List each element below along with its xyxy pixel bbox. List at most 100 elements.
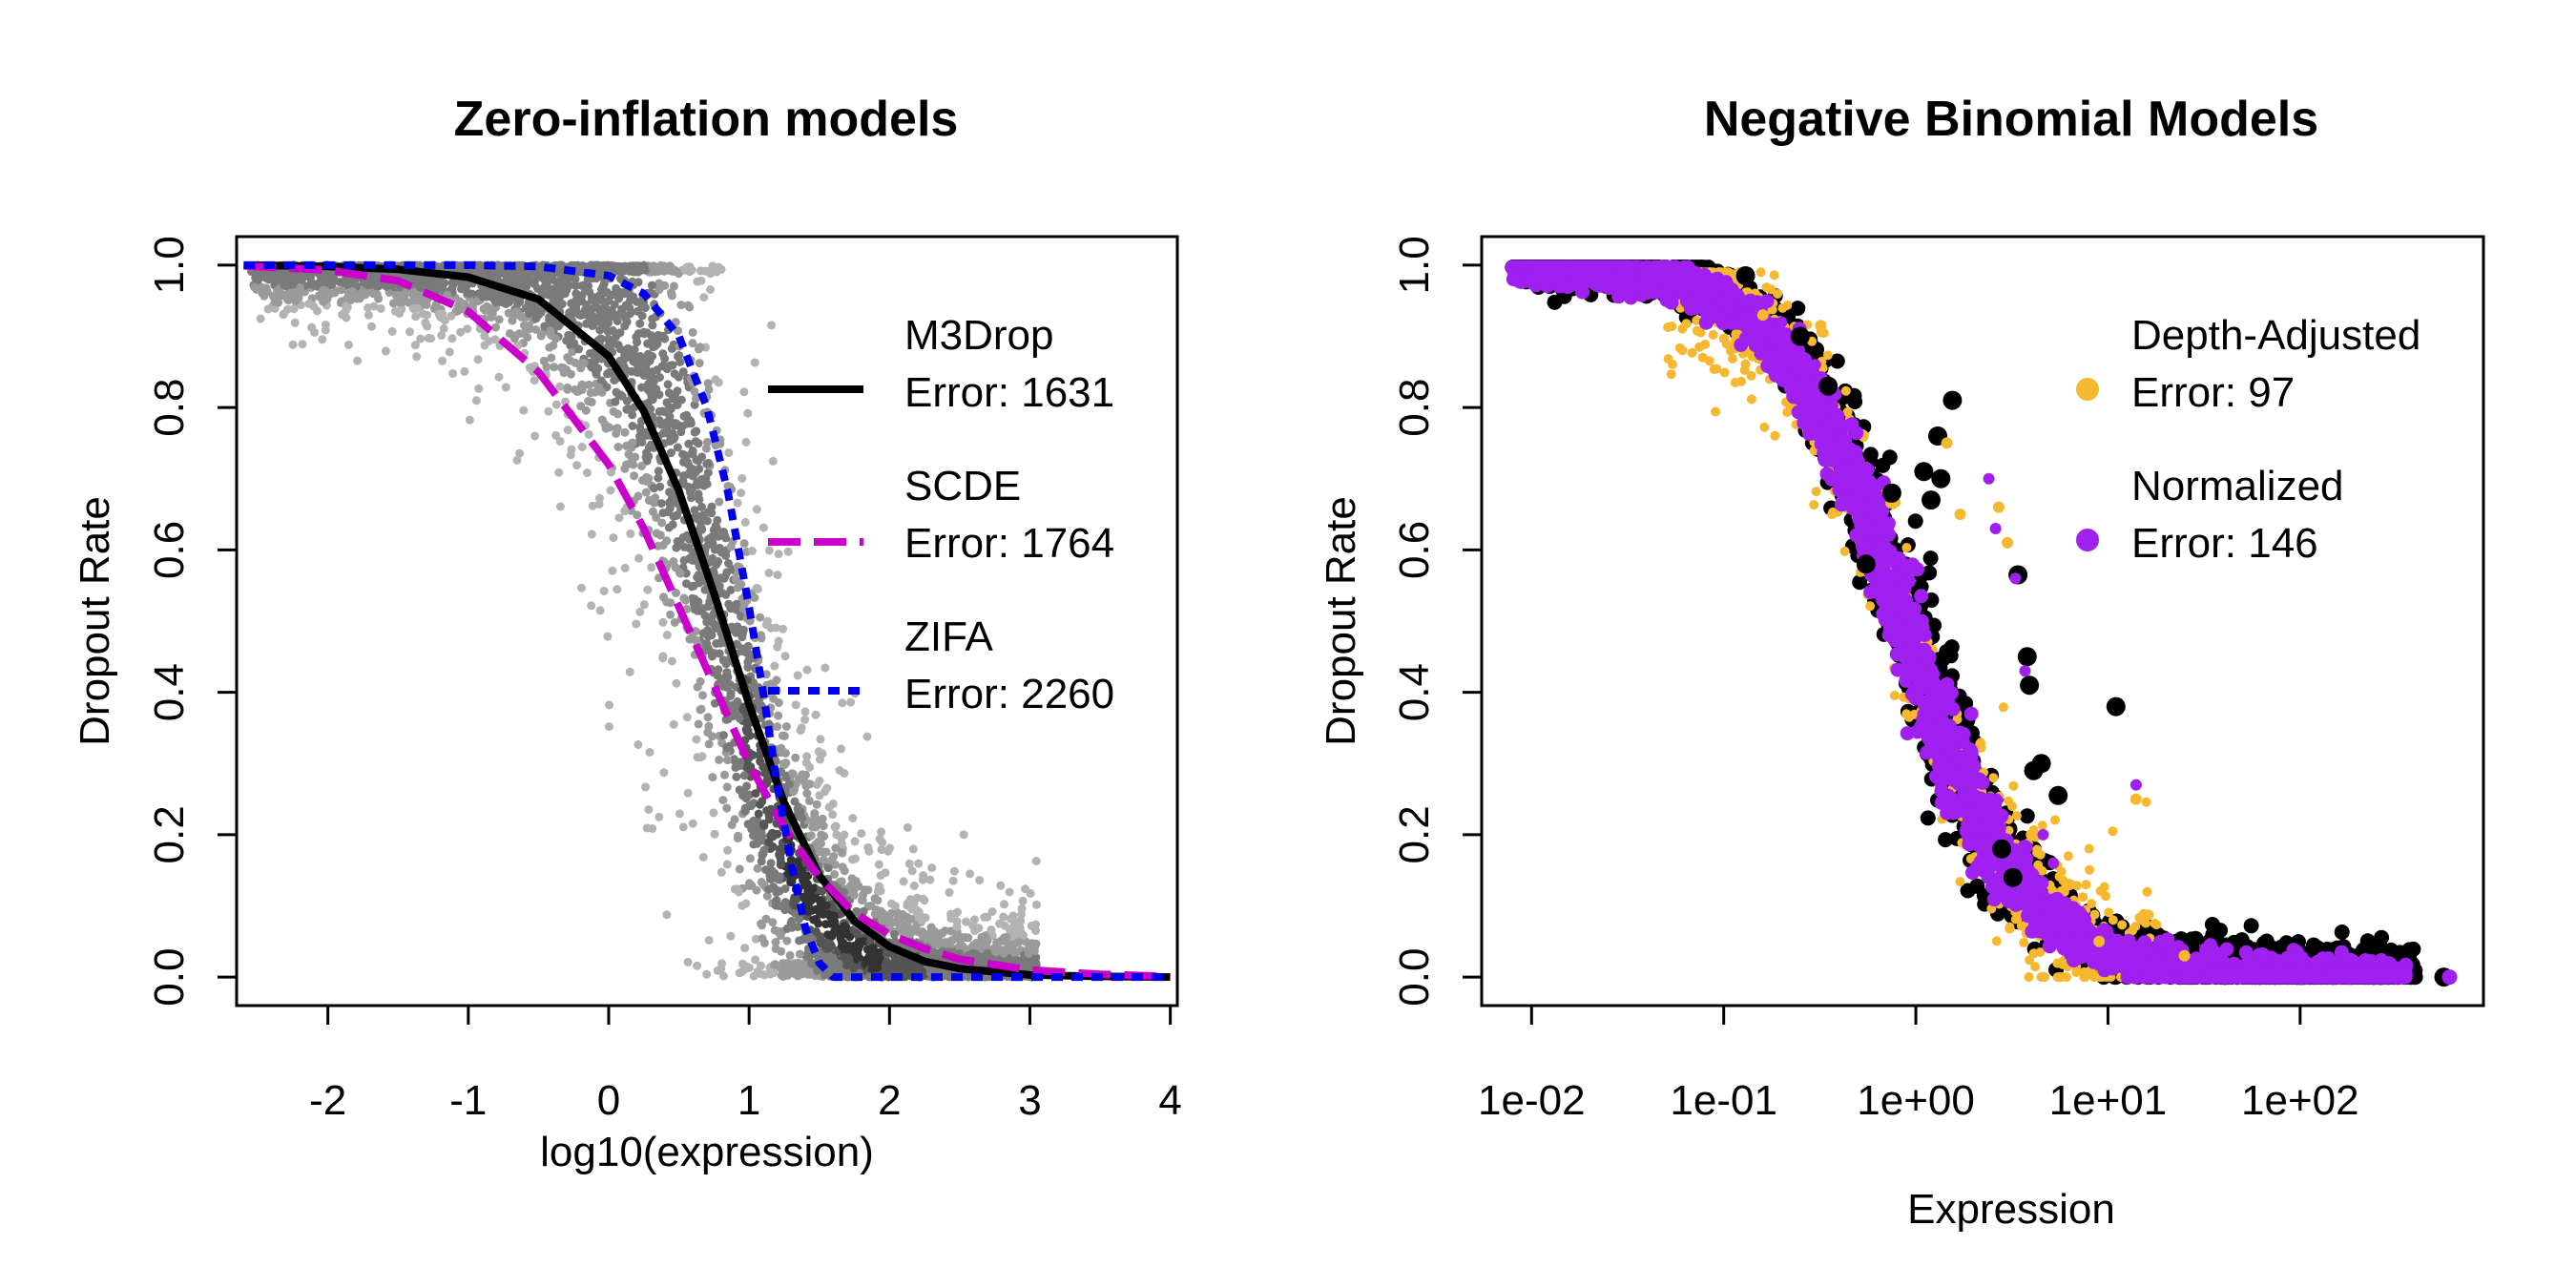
gene-point — [806, 831, 816, 841]
gene-point — [838, 926, 847, 936]
gene-point — [669, 719, 678, 729]
gene-point — [770, 960, 779, 969]
gene-point — [620, 427, 630, 437]
gene-point — [647, 563, 656, 572]
gene-point — [849, 890, 859, 900]
gene-point — [995, 919, 1005, 928]
gene-point — [547, 353, 556, 363]
gene-point — [474, 384, 484, 393]
gene-point — [696, 516, 706, 526]
gene-point — [719, 971, 728, 981]
gene-point — [756, 800, 765, 809]
gene-point — [583, 468, 592, 478]
gene-point — [603, 632, 613, 641]
gene-point — [545, 343, 554, 352]
gene-point — [875, 834, 884, 843]
gene-point — [849, 964, 859, 973]
gene-point — [699, 481, 709, 490]
gene-point — [758, 934, 767, 944]
gene-point — [641, 782, 650, 792]
gene-point — [771, 938, 780, 946]
gene-point — [702, 969, 712, 979]
gene-point — [702, 437, 712, 447]
gene-point — [587, 601, 596, 611]
gene-point — [815, 776, 824, 785]
gene-point — [577, 583, 586, 592]
gene-point — [655, 530, 665, 540]
gene-point — [706, 285, 715, 294]
gene-point — [745, 854, 755, 863]
gene-point — [340, 278, 349, 287]
gene-point — [848, 814, 858, 822]
gene-point — [770, 661, 779, 671]
gene-point — [724, 448, 734, 458]
gene-point — [694, 489, 703, 499]
gene-point — [1002, 932, 1011, 942]
gene-point — [737, 488, 746, 498]
gene-point — [679, 542, 689, 551]
gene-point — [873, 896, 883, 905]
gene-point — [544, 406, 553, 416]
gene-point — [633, 510, 642, 520]
gene-point — [686, 467, 696, 476]
gene-point — [637, 462, 646, 470]
gene-point — [672, 678, 681, 688]
gene-point — [656, 420, 666, 429]
gene-point — [412, 352, 422, 362]
gene-point — [743, 663, 753, 672]
gene-point — [796, 726, 805, 736]
gene-point — [634, 329, 643, 339]
gene-point — [857, 829, 866, 839]
gene-point — [627, 405, 636, 414]
gene-point — [381, 346, 390, 356]
gene-point — [662, 536, 672, 546]
gene-point — [914, 859, 924, 868]
gene-point — [676, 427, 686, 437]
gene-point — [812, 800, 821, 809]
gene-point — [584, 380, 593, 389]
gene-point — [530, 376, 539, 385]
gene-point — [634, 740, 643, 749]
gene-point — [758, 836, 766, 845]
gene-point — [795, 775, 804, 784]
gene-point — [771, 623, 780, 633]
gene-point — [662, 910, 672, 920]
gene-point — [734, 831, 743, 841]
gene-point — [595, 493, 604, 503]
gene-point — [364, 303, 373, 312]
gene-point — [658, 617, 668, 627]
gene-point — [639, 600, 649, 610]
gene-point — [643, 339, 653, 348]
gene-point — [663, 380, 673, 389]
gene-point — [634, 491, 643, 501]
gene-point — [665, 412, 675, 421]
gene-point — [979, 932, 987, 942]
gene-point — [695, 359, 704, 368]
gene-point — [974, 924, 984, 933]
gene-point — [546, 326, 555, 336]
gene-point — [709, 808, 718, 818]
gene-point — [838, 942, 847, 951]
gene-point — [447, 278, 457, 287]
gene-point — [595, 325, 605, 335]
gene-point — [802, 752, 812, 761]
gene-point — [618, 309, 627, 319]
gene-point — [445, 347, 454, 357]
gene-point — [330, 288, 340, 298]
gene-point — [367, 322, 376, 331]
gene-point — [811, 710, 821, 719]
gene-point — [774, 711, 783, 720]
gene-point — [613, 443, 623, 451]
gene-point — [481, 305, 490, 315]
gene-point — [731, 575, 740, 584]
gene-point — [641, 476, 651, 486]
gene-point — [696, 704, 706, 714]
gene-point — [771, 944, 780, 953]
gene-point — [683, 301, 693, 310]
gene-point — [665, 436, 675, 446]
gene-point — [603, 288, 612, 297]
gene-point — [899, 877, 908, 886]
gene-point — [609, 533, 618, 543]
gene-point — [563, 426, 572, 435]
gene-point — [975, 876, 985, 885]
